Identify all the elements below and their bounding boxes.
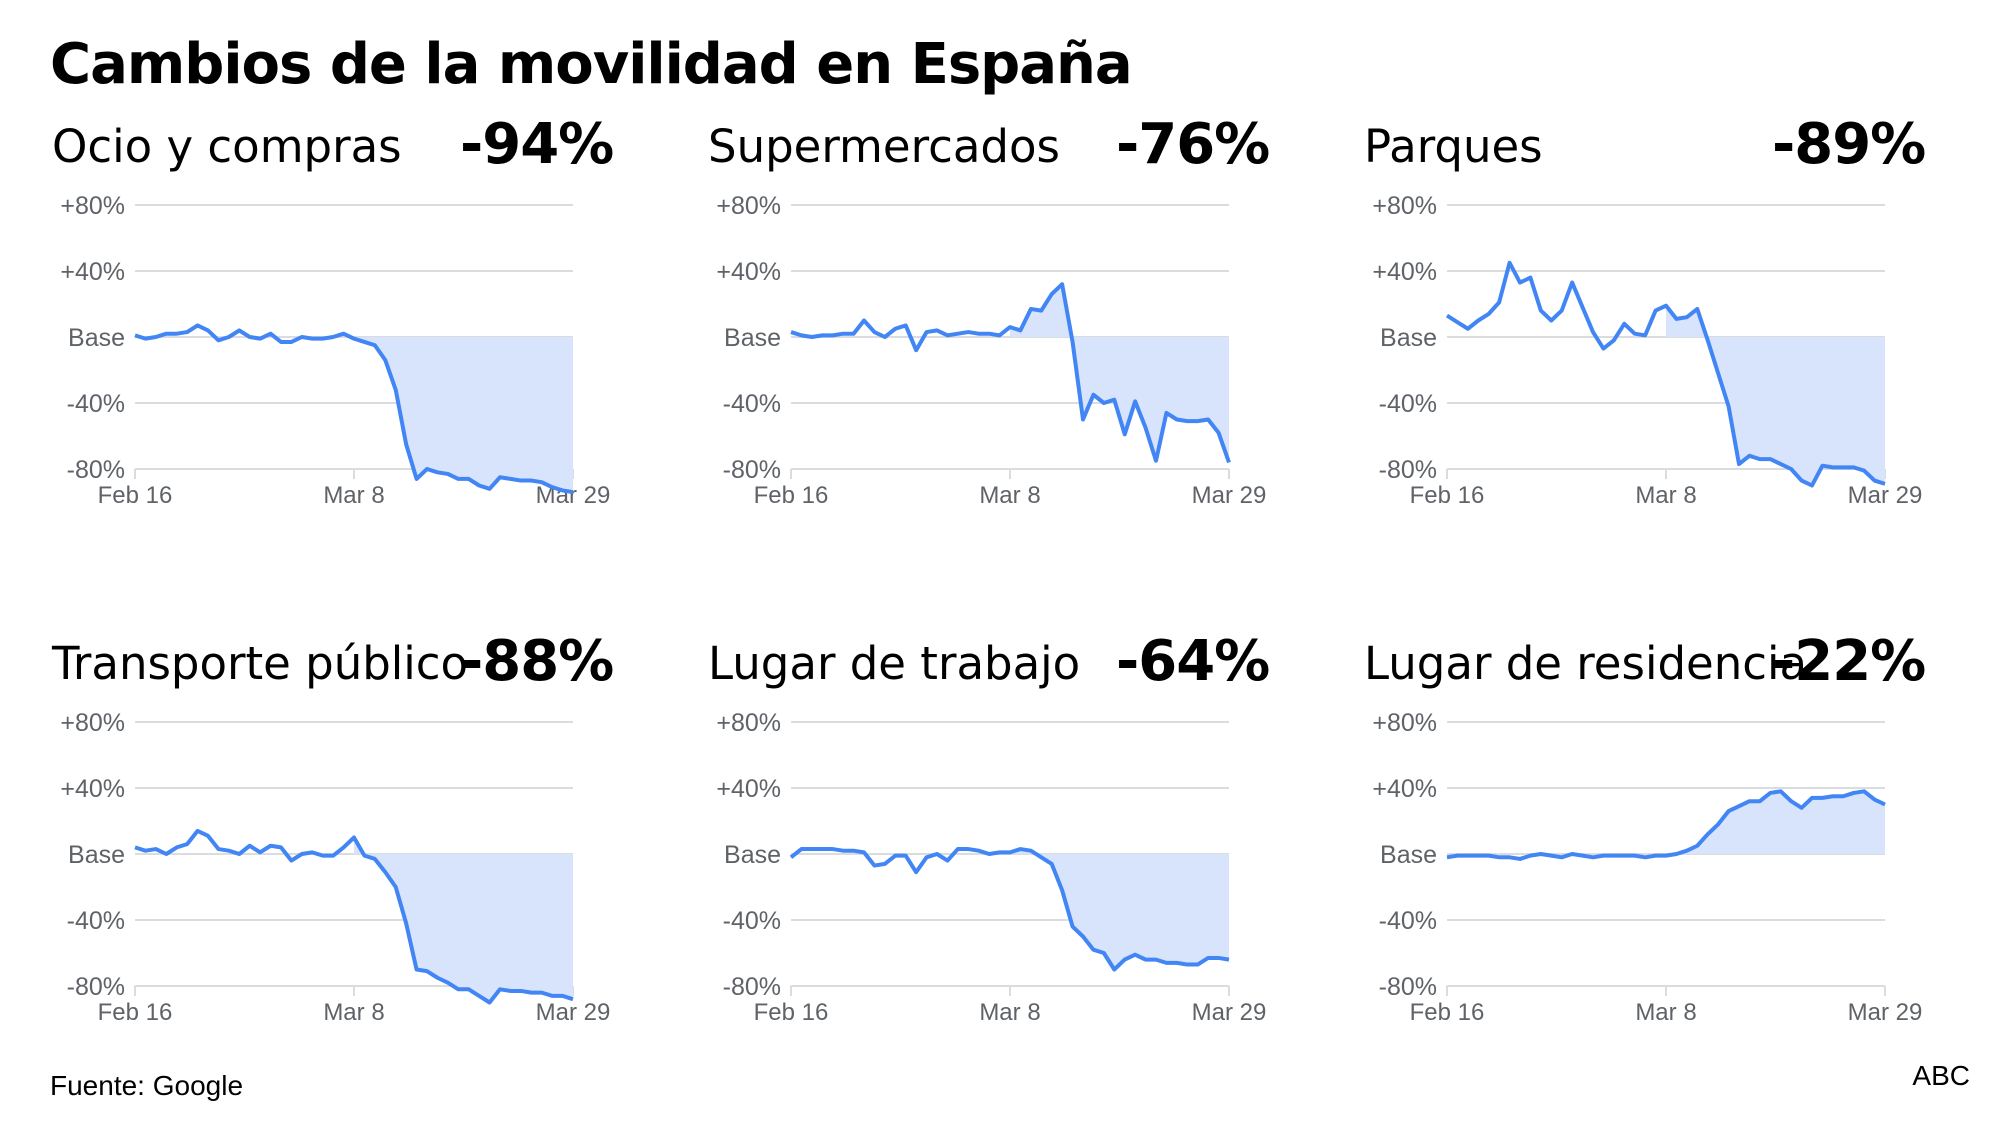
x-tick-label: Mar 29 [536,999,611,1026]
y-tick-label: +40% [60,775,125,803]
mobility-chart: +80%+40%Base-40%-80%Feb 16 Mar 8 Mar 29 [60,192,610,509]
credit-label: ABC [1912,1060,1970,1091]
y-tick-label: -40% [1379,390,1437,418]
y-tick-label: +80% [60,192,125,220]
chart-panel-4: Lugar de trabajo -64% +80% +40% Base -40% -8… [706,629,1346,1137]
chart-panel-3: Transporte público -88% +80% +40% Base -40%… [50,629,690,1137]
mobility-chart: +80% +40% Base -40% -80%Feb 16 Mar 8 Mar 29 [60,709,611,1026]
y-tick-label: Base [724,324,781,352]
y-tick-label: +80% [1372,192,1437,220]
x-tick-label: Feb 16 [1410,999,1485,1026]
y-tick-label: -40% [723,907,781,935]
y-tick-label: -40% [67,390,125,418]
x-tick-label: Mar 8 [1635,999,1696,1026]
mobility-chart: +80% +40% Base -40% -80%Feb 16 Mar 8 Mar 29 [716,192,1267,509]
x-tick-label: Mar 29 [1192,482,1267,509]
x-tick-label: Feb 16 [98,999,173,1026]
change-area [1010,849,1229,970]
chart-panel-5: Lugar de residencia -22% +80% +40% Base -40… [1362,629,2000,1137]
y-tick-label: Base [68,841,125,869]
chart-panel-2: Parques -89% +80% +40% Base -40% -80% Feb 16 M… [1362,112,2000,620]
y-tick-label: -40% [723,390,781,418]
y-tick-label: +80% [716,192,781,220]
panel-title: Lugar de trabajo [708,637,1081,690]
mobility-chart: +80% +40% Base -40% -80%Feb 16 Mar 8 Mar 29 [1372,192,1923,509]
mobility-chart: +80% +40% Base -40% -80%Feb 16 Mar 8 Mar 29 [716,709,1267,1026]
y-tick-label: +40% [1372,258,1437,286]
series-line [1445,260,1886,488]
mobility-chart: +80% +40% Base -40% -80%Feb 16 Mar 8 Mar 29 [1372,709,1923,1026]
y-tick-label: Base [724,841,781,869]
page-title: Cambios de la movilidad en España [50,32,1133,97]
change-area [354,837,573,1003]
x-tick-label: Mar 8 [1635,482,1696,509]
panel-change-value: -76% [1116,112,1270,177]
panel-change-value: -94% [460,112,614,177]
series-line [790,282,1231,464]
y-tick-label: -40% [67,907,125,935]
panel-title: Supermercados [708,120,1060,173]
y-tick-label: +40% [716,258,781,286]
source-note: Fuente: Google [50,1070,244,1101]
y-tick-label: +80% [60,709,125,737]
y-tick-label: Base [1380,841,1437,869]
chart-panel-0: Ocio y compras -94% +80% +40% Base -40% -80%… [50,112,690,620]
y-tick-label: -80% [67,973,125,1001]
panel-title: Parques [1364,120,1543,173]
change-area [1010,284,1229,463]
change-area [1666,791,1885,856]
x-tick-label: Feb 16 [754,999,829,1026]
panel-title: Ocio y compras [52,120,402,173]
panel-title: Transporte público [52,637,469,690]
y-tick-label: +40% [1372,775,1437,803]
change-area [354,337,573,493]
y-tick-label: Base [1380,324,1437,352]
y-tick-label: -80% [723,973,781,1001]
y-tick-label: Base [68,324,125,352]
x-tick-label: Mar 29 [1848,999,1923,1026]
panel-change-value: -64% [1116,629,1270,694]
panel-change-value: -22% [1772,629,1926,694]
series-line [134,828,574,1005]
series-line [134,323,574,495]
x-tick-label: Feb 16 [98,482,173,509]
y-tick-label: -80% [1379,973,1437,1001]
x-tick-label: Feb 16 [1410,482,1485,509]
y-tick-label: +40% [716,775,781,803]
x-tick-label: Feb 16 [754,482,829,509]
change-area [1666,305,1885,486]
y-tick-label: -80% [1379,456,1437,484]
y-tick-label: -80% [723,456,781,484]
y-tick-label: +80% [1372,709,1437,737]
series-line [1446,789,1886,861]
x-tick-label: Mar 8 [979,482,1040,509]
x-tick-label: Mar 8 [323,999,384,1026]
x-tick-label: Mar 29 [1192,999,1267,1026]
panel-change-value: -89% [1772,112,1926,177]
panel-change-value: -88% [460,629,614,694]
x-tick-label: Mar 8 [979,999,1040,1026]
series-line [789,847,1230,972]
y-tick-label: -40% [1379,907,1437,935]
x-tick-label: Mar 8 [323,482,384,509]
chart-panel-1: Supermercados -76% +80% +40% Base -40% -80% F… [706,112,1346,620]
y-tick-label: +40% [60,258,125,286]
y-tick-label: -80% [67,456,125,484]
panel-title: Lugar de residencia [1364,637,1808,690]
x-tick-label: Mar 29 [1848,482,1923,509]
y-tick-label: +80% [716,709,781,737]
